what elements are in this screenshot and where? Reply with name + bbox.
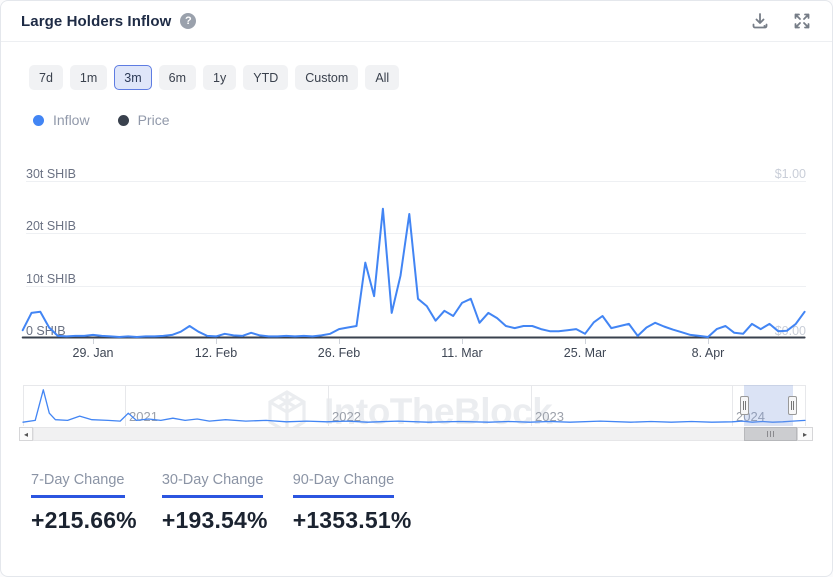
navigator-scrollbar[interactable]: ◂ ▸ <box>1 427 832 441</box>
legend-label: Price <box>137 112 170 128</box>
main-chart[interactable]: 30t SHIB 20t SHIB 10t SHIB 0 SHIB $1.00 … <box>1 161 832 434</box>
legend-item-price[interactable]: Price <box>117 112 170 128</box>
x-axis-label: 25. Mar <box>563 346 607 360</box>
change-stats: 7-Day Change +215.66% 30-Day Change +193… <box>31 471 412 534</box>
stat-label: 90-Day Change <box>292 472 395 498</box>
inflow-dot-icon <box>33 114 44 126</box>
x-tick <box>93 339 94 344</box>
price-axis-label-bottom: $0.00 <box>774 324 806 338</box>
navigator-gridline <box>328 385 329 426</box>
chart-legend: Inflow Price <box>33 112 169 128</box>
price-dot-icon <box>117 114 129 126</box>
navigator-line-chart <box>22 389 806 423</box>
header-actions <box>750 11 812 31</box>
x-tick <box>216 339 217 344</box>
navigator-year-label: 2022 <box>332 409 361 424</box>
navigator-frame <box>23 385 806 426</box>
scrollbar-track[interactable] <box>33 427 797 441</box>
stat-label: 30-Day Change <box>161 472 264 498</box>
stat-30day: 30-Day Change +193.54% <box>161 471 268 534</box>
stat-value: +193.54% <box>161 507 268 533</box>
scroll-right-button[interactable]: ▸ <box>797 427 813 441</box>
x-axis-label: 12. Feb <box>194 346 238 360</box>
navigator-gridline <box>732 385 733 426</box>
x-tick <box>339 339 340 344</box>
download-icon[interactable] <box>750 11 770 31</box>
range-6m[interactable]: 6m <box>158 65 197 90</box>
stat-90day: 90-Day Change +1353.51% <box>292 471 412 534</box>
chart-navigator[interactable]: 2021 2022 2023 2024 <box>1 384 832 426</box>
stat-value: +1353.51% <box>292 507 412 533</box>
x-axis-label: 11. Mar <box>441 346 483 360</box>
x-axis-label: 8. Apr <box>691 346 725 360</box>
legend-item-inflow[interactable]: Inflow <box>33 112 90 128</box>
widget-header: Large Holders Inflow ? <box>1 1 832 42</box>
expand-icon[interactable] <box>792 11 812 31</box>
range-1m[interactable]: 1m <box>69 65 108 90</box>
scroll-left-button[interactable]: ◂ <box>19 427 33 441</box>
stat-value: +215.66% <box>31 507 137 533</box>
range-ytd[interactable]: YTD <box>243 65 289 90</box>
stat-label: 7-Day Change <box>31 472 125 498</box>
y-axis-label: 30t SHIB <box>26 167 77 181</box>
navigator-year-label: 2023 <box>535 409 564 424</box>
range-3m[interactable]: 3m <box>114 65 152 90</box>
y-axis-label: 10t SHIB <box>26 272 77 286</box>
stat-7day: 7-Day Change +215.66% <box>31 471 137 534</box>
range-custom[interactable]: Custom <box>295 65 359 90</box>
page-title: Large Holders Inflow <box>21 12 172 30</box>
scrollbar-thumb[interactable] <box>744 427 797 441</box>
legend-label: Inflow <box>53 112 90 128</box>
gridline-20t <box>26 233 806 235</box>
gridline-30t <box>26 181 806 182</box>
x-tick <box>585 339 586 344</box>
navigator-selection-window[interactable] <box>744 385 793 426</box>
x-axis-label: 26. Feb <box>317 346 361 360</box>
time-range-selector: 7d 1m 3m 6m 1y YTD Custom All <box>29 65 400 90</box>
price-axis-label-top: $1.00 <box>774 167 806 181</box>
range-all[interactable]: All <box>365 65 400 90</box>
x-tick <box>708 339 709 344</box>
inflow-line-chart <box>21 207 806 339</box>
navigator-gridline <box>531 385 532 426</box>
help-icon[interactable]: ? <box>180 13 197 29</box>
navigator-handle-left[interactable] <box>739 396 749 415</box>
range-7d[interactable]: 7d <box>29 65 63 90</box>
range-1y[interactable]: 1y <box>203 65 237 90</box>
navigator-gridline <box>125 385 126 426</box>
x-tick <box>462 339 463 344</box>
navigator-handle-right[interactable] <box>788 396 798 415</box>
x-axis-label: 29. Jan <box>72 346 114 360</box>
y-axis-label: 20t SHIB <box>26 219 77 233</box>
